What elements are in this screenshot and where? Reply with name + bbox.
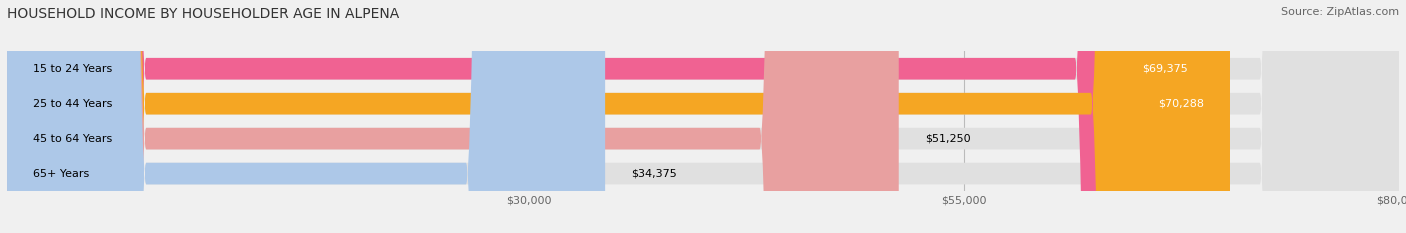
Text: $51,250: $51,250 [925, 134, 970, 144]
FancyBboxPatch shape [7, 0, 1399, 233]
Text: $69,375: $69,375 [1142, 64, 1188, 74]
Text: HOUSEHOLD INCOME BY HOUSEHOLDER AGE IN ALPENA: HOUSEHOLD INCOME BY HOUSEHOLDER AGE IN A… [7, 7, 399, 21]
FancyBboxPatch shape [7, 0, 1399, 233]
Text: 65+ Years: 65+ Years [34, 169, 90, 178]
FancyBboxPatch shape [7, 0, 1230, 233]
FancyBboxPatch shape [7, 0, 1399, 233]
Text: Source: ZipAtlas.com: Source: ZipAtlas.com [1281, 7, 1399, 17]
Text: $34,375: $34,375 [631, 169, 676, 178]
FancyBboxPatch shape [7, 0, 1215, 233]
FancyBboxPatch shape [7, 0, 605, 233]
Text: 45 to 64 Years: 45 to 64 Years [34, 134, 112, 144]
Text: 25 to 44 Years: 25 to 44 Years [34, 99, 112, 109]
Text: 15 to 24 Years: 15 to 24 Years [34, 64, 112, 74]
Text: $70,288: $70,288 [1159, 99, 1204, 109]
FancyBboxPatch shape [7, 0, 1399, 233]
FancyBboxPatch shape [7, 0, 898, 233]
